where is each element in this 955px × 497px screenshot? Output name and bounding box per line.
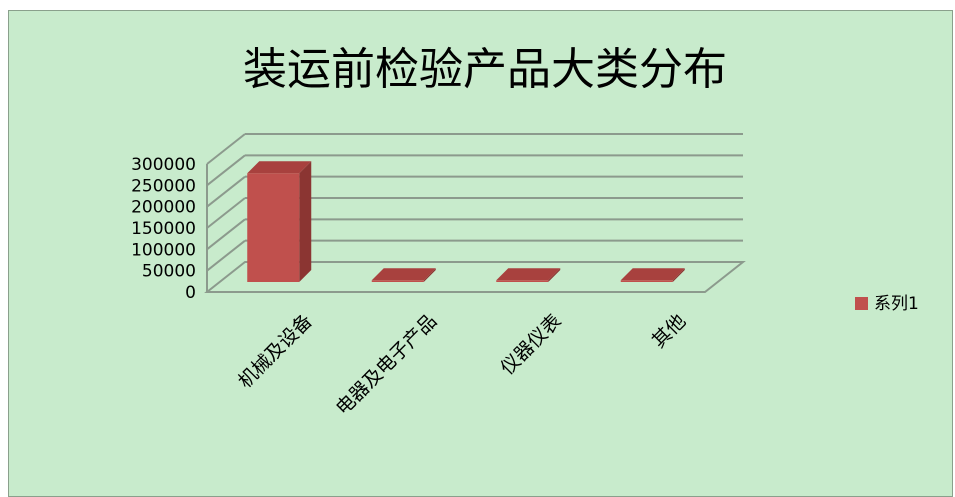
y-tick-label: 250000 [131, 176, 196, 196]
y-tick-label: 300000 [131, 155, 196, 175]
bar-front [247, 173, 300, 282]
side-gridline [206, 197, 246, 229]
y-tick-label: 0 [185, 283, 196, 303]
y-tick-label: 200000 [131, 198, 196, 218]
bar-side [672, 268, 685, 282]
bar-top [247, 161, 312, 174]
bar [620, 268, 685, 282]
chart-floor [204, 261, 746, 293]
bar-top [620, 268, 685, 281]
bar-top [371, 268, 436, 281]
x-axis-labels: 机械及设备 电器及电子产品 仪器仪表 其他 [234, 310, 690, 420]
bar [371, 268, 436, 282]
bar-side [423, 268, 436, 282]
x-tick-label: 机械及设备 [234, 310, 317, 393]
x-tick-label: 仪器仪表 [496, 310, 565, 379]
chart-area [8, 10, 953, 497]
y-tick-label: 100000 [131, 240, 196, 260]
bars [247, 161, 685, 282]
bar-front [371, 280, 424, 282]
legend-label: 系列1 [874, 294, 919, 314]
y-tick-label: 50000 [142, 262, 196, 282]
bar-front [620, 280, 673, 282]
side-gridline [206, 133, 246, 165]
bar-side [548, 268, 561, 282]
x-tick-label: 其他 [648, 310, 690, 352]
side-gridline [206, 154, 246, 187]
side-gridline [206, 239, 246, 272]
side-gridline [206, 218, 246, 251]
chart-walls [204, 133, 746, 293]
legend-swatch [855, 297, 868, 310]
chart-title: 装运前检验产品大类分布 [243, 44, 727, 95]
x-tick-label: 电器及电子产品 [332, 310, 442, 420]
side-gridline [206, 175, 246, 208]
bar-front [496, 280, 549, 282]
bar [496, 268, 561, 282]
y-tick-label: 150000 [131, 219, 196, 239]
bar-top [496, 268, 561, 281]
bar [247, 161, 312, 282]
bar-side [299, 161, 312, 282]
